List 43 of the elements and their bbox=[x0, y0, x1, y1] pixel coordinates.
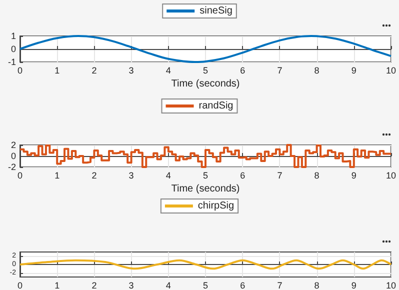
x-tick-label: 9 bbox=[351, 66, 356, 76]
x-tick-label: 6 bbox=[240, 170, 246, 180]
x-tick-label: 9 bbox=[351, 170, 356, 180]
y-tick-label: 1 bbox=[10, 31, 16, 41]
legend-label: sineSig bbox=[200, 6, 232, 16]
x-tick-label: 7 bbox=[277, 66, 282, 76]
x-tick-label: 10 bbox=[386, 170, 396, 180]
x-tick-label: 8 bbox=[314, 170, 320, 180]
y-tick-label: 2 bbox=[10, 140, 16, 150]
x-tick-label: 4 bbox=[166, 66, 171, 76]
y-tick-label: -2 bbox=[8, 162, 16, 172]
x-tick-label: 3 bbox=[128, 280, 134, 290]
legend-label: chirpSig bbox=[198, 200, 234, 212]
x-tick-label: 5 bbox=[202, 66, 208, 76]
x-tick-label: 4 bbox=[166, 280, 171, 290]
x-tick-label: 8 bbox=[314, 280, 320, 290]
x-tick-label: 2 bbox=[92, 66, 97, 76]
x-tick-label: 1 bbox=[54, 66, 60, 76]
x-tick-label: 2 bbox=[92, 170, 97, 180]
x-tick-label: 8 bbox=[314, 66, 320, 76]
x-tick-label: 6 bbox=[240, 66, 246, 76]
line-series bbox=[19, 35, 392, 63]
x-tick-label: 5 bbox=[202, 170, 208, 180]
y-tick-label: 0 bbox=[10, 44, 16, 54]
x-tick-label: 2 bbox=[92, 280, 97, 290]
x-tick-label: 1 bbox=[54, 280, 60, 290]
x-tick-label: 4 bbox=[166, 170, 171, 180]
x-tick-label: 9 bbox=[351, 280, 356, 290]
y-tick-label: 0 bbox=[10, 151, 16, 161]
x-tick-label: 7 bbox=[277, 280, 282, 290]
x-axis-title: Time (seconds) bbox=[171, 184, 240, 194]
x-tick-label: 7 bbox=[277, 170, 282, 180]
x-tick-label: 5 bbox=[202, 280, 208, 290]
x-tick-label: 1 bbox=[54, 170, 60, 180]
x-tick-label: 6 bbox=[240, 280, 246, 290]
x-axis-title: Time (seconds) bbox=[171, 78, 240, 90]
line-series bbox=[19, 259, 392, 270]
x-tick-label: 10 bbox=[386, 280, 396, 290]
y-tick-label: -1 bbox=[8, 57, 16, 67]
legend-label: randSig bbox=[198, 100, 234, 112]
x-tick-label: 3 bbox=[128, 66, 134, 76]
x-tick-label: 10 bbox=[386, 66, 396, 76]
x-tick-label: 3 bbox=[128, 170, 134, 180]
